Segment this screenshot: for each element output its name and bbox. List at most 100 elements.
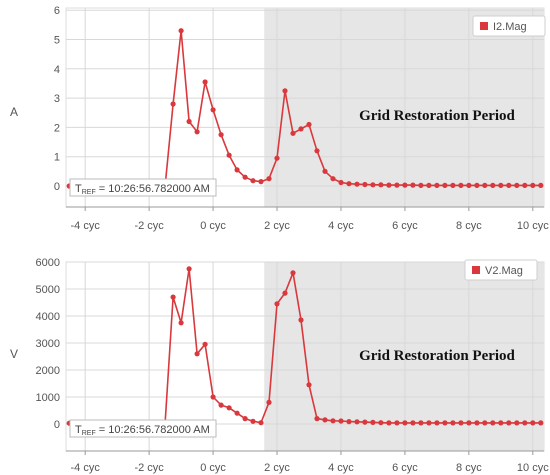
data-point [354, 181, 360, 187]
data-point [474, 420, 480, 426]
x-tick-label: 8 cyc [456, 220, 482, 232]
data-point [266, 399, 272, 405]
data-point [170, 101, 176, 107]
x-tick-label: -2 cyc [134, 462, 164, 474]
x-tick-label: 4 cyc [328, 462, 354, 474]
data-point [314, 148, 320, 154]
data-point [218, 132, 224, 138]
data-point [234, 410, 240, 416]
data-point [426, 182, 432, 188]
data-point [370, 419, 376, 425]
tref-value: = 10:26:56.782000 AM [96, 183, 210, 195]
data-point [250, 418, 256, 424]
y-tick-label: 0 [54, 181, 60, 193]
data-point [466, 182, 472, 188]
x-tick-label: 2 cyc [264, 462, 290, 474]
data-point [458, 182, 464, 188]
y-tick-label: 4000 [36, 311, 60, 323]
data-point [530, 420, 536, 426]
legend-label: V2.Mag [485, 265, 523, 277]
data-point [282, 290, 288, 296]
y-tick-label: 2000 [36, 365, 60, 377]
data-point [434, 420, 440, 426]
data-point [178, 28, 184, 34]
data-point [170, 294, 176, 300]
data-point [410, 182, 416, 188]
tref-value: = 10:26:56.782000 AM [96, 424, 210, 436]
data-point [498, 420, 504, 426]
data-point [506, 420, 512, 426]
data-point [482, 420, 488, 426]
x-tick-label: 4 cyc [328, 220, 354, 232]
y-axis-unit-label: V [10, 347, 18, 361]
y-tick-label: 1000 [36, 392, 60, 404]
data-point [474, 182, 480, 188]
y-tick-label: 1 [54, 152, 60, 164]
data-point [442, 182, 448, 188]
data-point [450, 420, 456, 426]
data-point [514, 420, 520, 426]
legend-box [464, 259, 538, 281]
legend-box [472, 15, 546, 37]
data-point [490, 182, 496, 188]
data-point [362, 419, 368, 425]
data-point [242, 416, 248, 422]
data-point [322, 417, 328, 423]
data-point [522, 420, 528, 426]
grid-restoration-shading [264, 262, 544, 451]
data-point [394, 420, 400, 426]
data-point [482, 182, 488, 188]
data-point [274, 301, 280, 307]
data-point [450, 182, 456, 188]
data-point [498, 182, 504, 188]
x-tick-label: 6 cyc [392, 462, 418, 474]
current-magnitude-chart: 0 1 2 3 4 5 6 -4 cyc -2 cyc 0 cyc 2 cyc 4 cyc 6 cyc 8… [10, 5, 549, 232]
legend-label: I2.Mag [493, 21, 527, 33]
data-point [378, 182, 384, 188]
x-tick-label: 10 cyc [517, 220, 549, 232]
y-tick-label: 5 [54, 35, 60, 47]
data-point [186, 118, 192, 125]
data-point [226, 152, 232, 158]
data-point [418, 420, 424, 426]
legend-swatch [480, 22, 488, 30]
data-point [234, 167, 240, 173]
x-tick-label: -4 cyc [71, 462, 101, 474]
data-point [418, 182, 424, 188]
data-point [258, 179, 264, 185]
tref-readout: TREF = 10:26:56.782000 AM [69, 178, 217, 197]
data-point [346, 181, 352, 187]
data-point [514, 182, 520, 188]
legend[interactable]: V2.Mag [464, 259, 538, 281]
data-point [338, 179, 344, 186]
y-tick-label: 0 [54, 419, 60, 431]
data-point [266, 176, 272, 182]
x-tick-label: 0 cyc [200, 220, 226, 232]
restoration-period-annotation: Grid Restoration Period [359, 108, 515, 124]
tref-text: TREF = 10:26:56.782000 AM [75, 183, 210, 196]
data-point [362, 181, 368, 188]
tref-prefix: T [75, 183, 82, 195]
data-point [290, 130, 296, 136]
y-tick-label: 6000 [36, 257, 60, 269]
data-point [370, 182, 376, 188]
legend[interactable]: I2.Mag [472, 15, 546, 37]
data-point [378, 420, 384, 426]
data-point [402, 420, 408, 426]
data-point [402, 182, 408, 188]
data-point [210, 107, 216, 113]
data-point [426, 420, 432, 426]
x-tick-label: 2 cyc [264, 220, 290, 232]
data-point [442, 420, 448, 426]
data-point [210, 394, 216, 400]
data-point [466, 420, 472, 426]
tref-box [69, 178, 217, 197]
voltage-magnitude-chart: 0 1000 2000 3000 4000 5000 6000 -4 cyc -2 cyc 0 c… [10, 257, 549, 474]
y-tick-label: 5000 [36, 284, 60, 296]
data-point [290, 270, 296, 276]
y-tick-label: 3 [54, 93, 60, 105]
data-point [314, 416, 320, 422]
y-tick-label: 6 [54, 5, 60, 17]
y-tick-label: 2 [54, 122, 60, 134]
